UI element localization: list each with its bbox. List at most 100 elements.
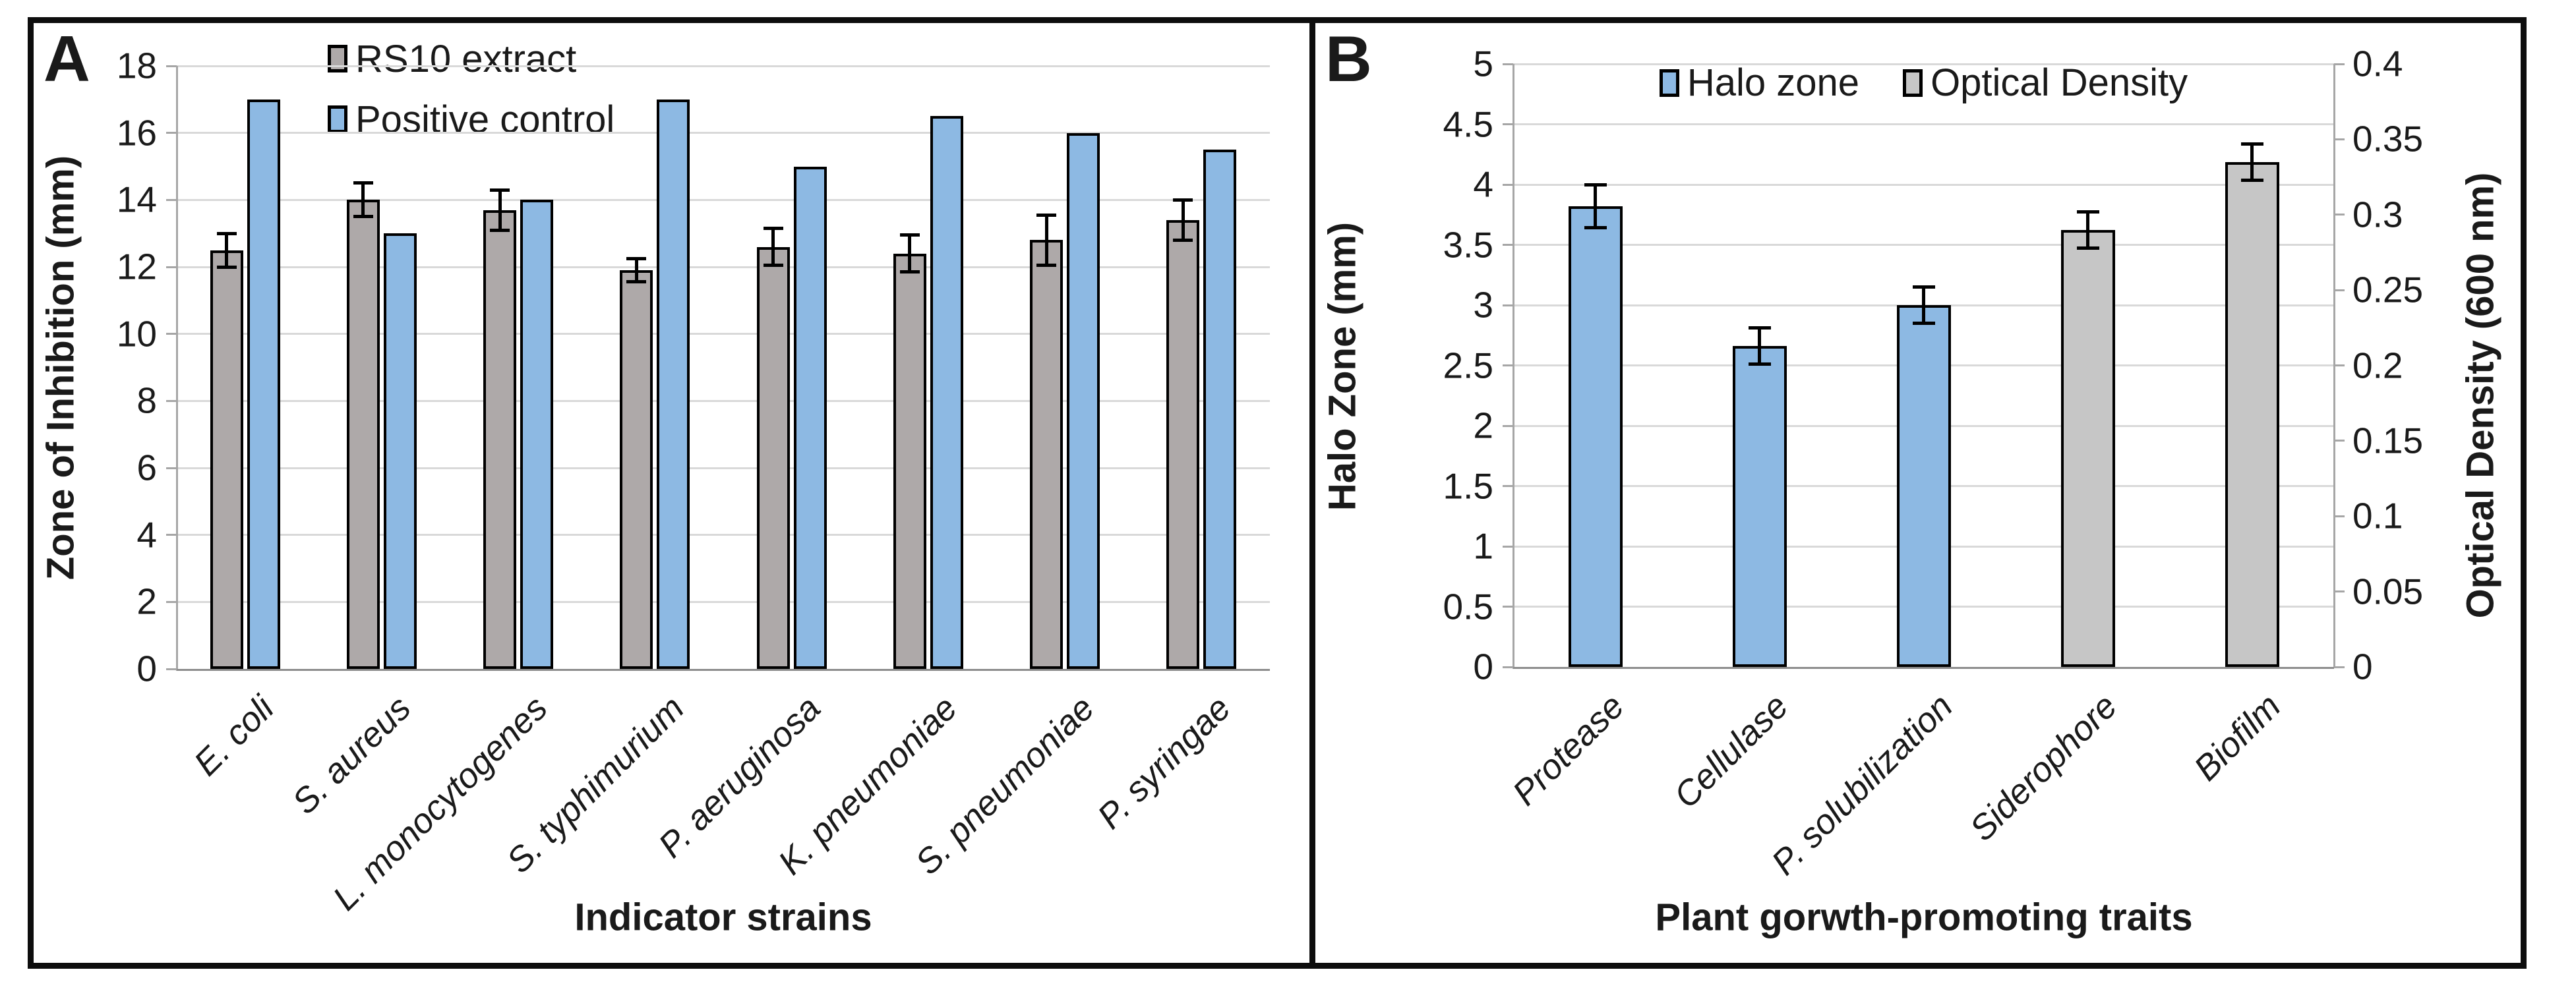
error-bar-cap [490, 228, 510, 232]
rs10-extract-swatch-icon [328, 45, 347, 72]
right-tick-label: 0 [2352, 646, 2373, 687]
y-tick-label: 3.5 [1443, 224, 1493, 265]
y-axis-tick [166, 65, 177, 67]
y-tick-label: 16 [116, 112, 157, 154]
bar-halo-zone [1568, 206, 1623, 667]
figure-border [28, 17, 2527, 969]
right-axis-line [2333, 64, 2335, 667]
y-axis-tick [166, 534, 177, 536]
y-axis-tick [1503, 485, 1513, 487]
error-bar-line [361, 183, 365, 217]
y-tick-label: 14 [116, 179, 157, 220]
y-axis-tick [1503, 123, 1513, 125]
y-axis-tick [1503, 545, 1513, 548]
right-tick-label: 0.15 [2352, 420, 2424, 461]
bar-optical-density [2225, 161, 2279, 667]
error-bar-line [498, 190, 502, 231]
right-tick-label: 0.2 [2352, 345, 2403, 386]
error-bar-cap [763, 263, 783, 267]
y-tick-label: 4.5 [1443, 103, 1493, 144]
y-axis-tick [166, 399, 177, 402]
error-bar-cap [899, 233, 920, 237]
bar-positive-control [383, 233, 417, 669]
bar-rs10-extract [893, 253, 926, 669]
y-axis-tick [166, 668, 177, 670]
y-tick-label: 0 [1473, 646, 1493, 687]
y-axis-tick [1503, 244, 1513, 246]
right-axis-tick [2334, 440, 2345, 442]
bar-rs10-extract [620, 270, 653, 669]
y-axis-line [1513, 64, 1514, 669]
y-tick-label: 1 [1473, 525, 1493, 567]
gridline [177, 467, 1270, 469]
right-tick-label: 0.1 [2352, 495, 2403, 536]
error-bar-line [1044, 215, 1048, 266]
halo-zone-swatch-icon [1659, 69, 1679, 97]
error-bar-cap [899, 270, 920, 274]
y-axis-tick [1503, 606, 1513, 608]
bar-rs10-extract [1166, 219, 1200, 669]
x-axis-line [1513, 667, 2334, 669]
y-tick-label: 1.5 [1443, 465, 1493, 506]
y-tick-label: 12 [116, 246, 157, 287]
gridline [177, 132, 1270, 134]
y-axis-tick [166, 333, 177, 335]
error-bar-cap [626, 256, 647, 260]
right-tick-label: 0.05 [2352, 571, 2424, 612]
right-axis-tick [2334, 666, 2345, 668]
y-axis-tick [166, 198, 177, 201]
gridline [177, 333, 1270, 335]
optical-density-legend-label: Optical Density [1931, 61, 2188, 104]
error-bar-cap [216, 231, 237, 235]
gridline [1513, 63, 2334, 65]
bar-rs10-extract [1030, 240, 1063, 669]
error-bar-cap [1036, 213, 1057, 217]
y-axis-tick [166, 132, 177, 134]
gridline [177, 600, 1270, 603]
bar-positive-control [520, 200, 554, 669]
y-tick-label: 18 [116, 45, 157, 86]
error-bar-line [2250, 144, 2254, 181]
y-axis-line [176, 66, 178, 671]
error-bar-line [1181, 200, 1185, 241]
gridline [177, 266, 1270, 268]
error-bar-cap [353, 215, 373, 219]
gridline [177, 534, 1270, 536]
y-axis-tick [166, 600, 177, 603]
bar-positive-control [247, 99, 280, 669]
error-bar-cap [1036, 263, 1057, 267]
legend-item-positive-control: Positive control [328, 94, 614, 145]
panel-a-letter: A [44, 22, 90, 95]
bar-positive-control [1203, 150, 1237, 669]
error-bar-cap [1173, 238, 1193, 242]
error-bar-cap [1912, 321, 1935, 325]
right-tick-label: 0.35 [2352, 118, 2424, 159]
x-axis-line [177, 669, 1270, 671]
bar-positive-control [657, 99, 690, 669]
error-bar-cap [1912, 285, 1935, 289]
error-bar-cap [763, 227, 783, 231]
gridline [1513, 183, 2334, 186]
panel-b-left-axis-title: Halo Zone (mm) [1321, 221, 1364, 511]
y-axis-tick [1503, 666, 1513, 668]
y-tick-label: 2 [136, 581, 157, 622]
error-bar-line [908, 235, 912, 272]
panel-b-x-axis-title: Plant gorwth-promoting traits [1655, 896, 2193, 939]
bar-rs10-extract [346, 200, 380, 669]
right-axis-tick [2334, 138, 2345, 140]
gridline [177, 65, 1270, 67]
y-tick-label: 4 [136, 514, 157, 556]
bar-positive-control [1067, 132, 1100, 669]
error-bar-cap [490, 188, 510, 192]
y-tick-label: 0.5 [1443, 586, 1493, 627]
gridline [177, 198, 1270, 201]
positive-control-swatch-icon [328, 105, 347, 133]
y-tick-label: 4 [1473, 163, 1493, 205]
error-bar-line [634, 258, 638, 282]
y-axis-tick [1503, 364, 1513, 366]
error-bar-cap [2076, 210, 2099, 214]
y-axis-tick [166, 266, 177, 268]
error-bar-cap [1173, 198, 1193, 202]
right-axis-tick [2334, 515, 2345, 517]
bar-optical-density [2060, 229, 2115, 667]
